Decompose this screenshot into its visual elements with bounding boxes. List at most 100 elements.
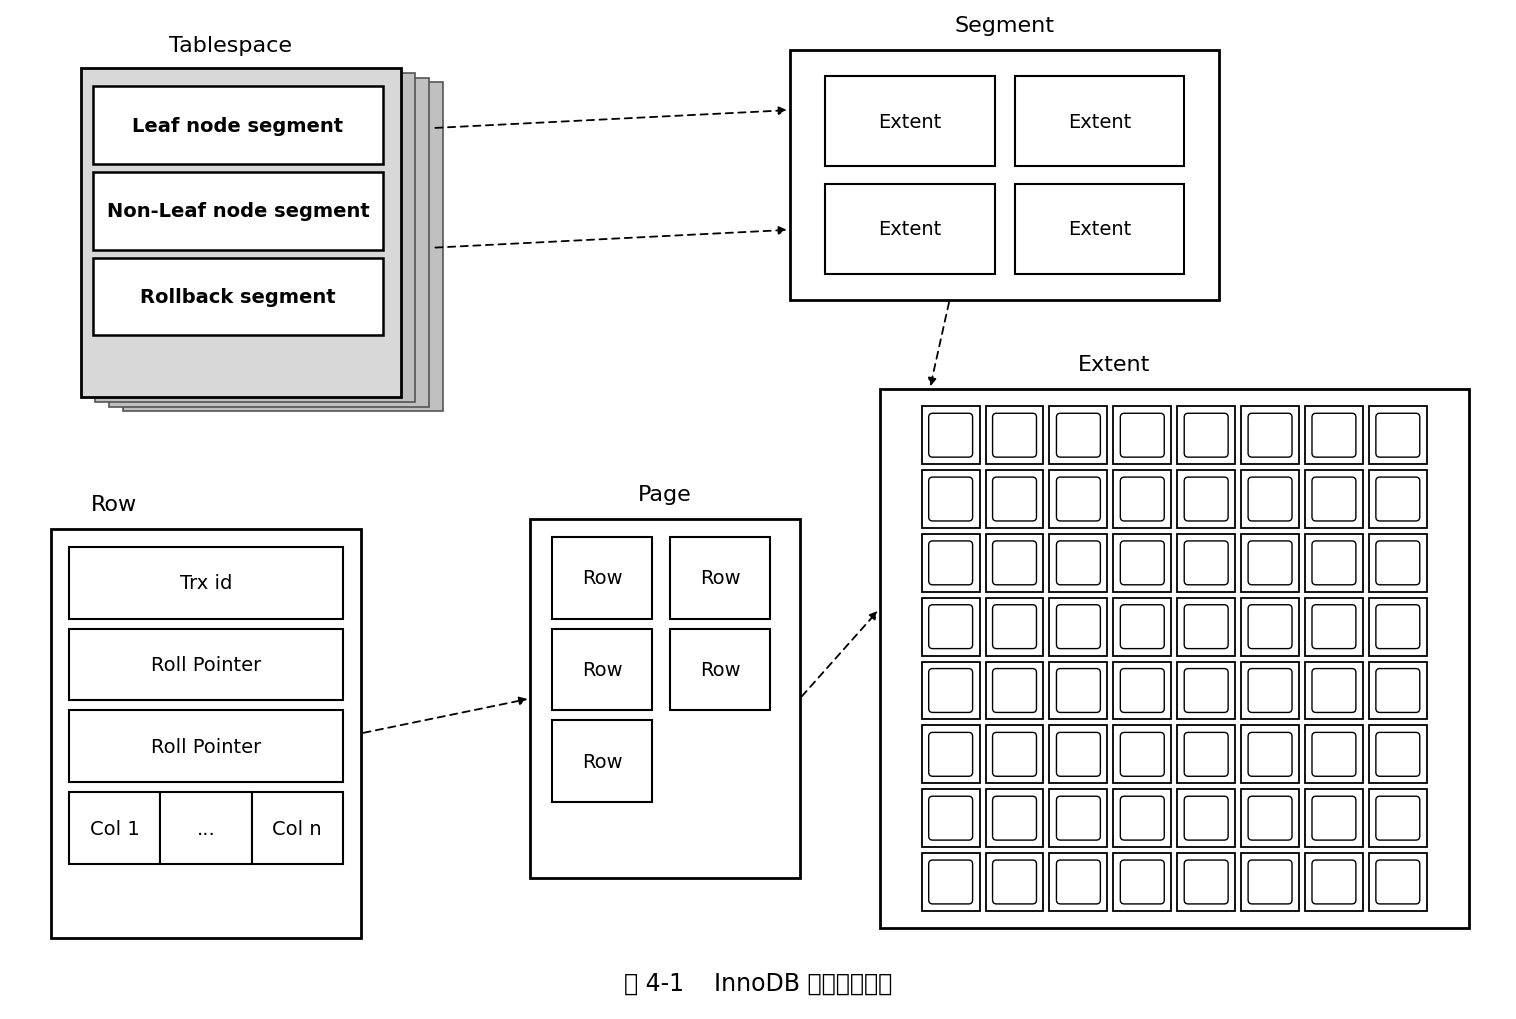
Bar bbox=[1369, 598, 1427, 656]
FancyBboxPatch shape bbox=[1377, 797, 1420, 841]
FancyBboxPatch shape bbox=[993, 541, 1037, 585]
Text: Tablespace: Tablespace bbox=[170, 37, 293, 56]
Bar bbox=[70, 710, 343, 783]
FancyBboxPatch shape bbox=[993, 797, 1037, 841]
Text: Row: Row bbox=[700, 569, 740, 588]
Bar bbox=[1242, 853, 1299, 911]
FancyBboxPatch shape bbox=[929, 478, 973, 522]
FancyBboxPatch shape bbox=[1184, 797, 1228, 841]
Bar bbox=[1178, 534, 1236, 592]
Bar bbox=[1049, 726, 1107, 784]
FancyBboxPatch shape bbox=[929, 733, 973, 776]
Text: Rollback segment: Rollback segment bbox=[139, 287, 335, 307]
Text: Row: Row bbox=[582, 569, 623, 588]
Bar bbox=[52, 530, 361, 937]
FancyBboxPatch shape bbox=[1057, 860, 1101, 904]
FancyBboxPatch shape bbox=[1184, 668, 1228, 712]
FancyBboxPatch shape bbox=[993, 860, 1037, 904]
Bar bbox=[1305, 598, 1363, 656]
Bar bbox=[1113, 853, 1172, 911]
FancyBboxPatch shape bbox=[1311, 414, 1355, 458]
FancyBboxPatch shape bbox=[1120, 541, 1164, 585]
Bar bbox=[1178, 790, 1236, 847]
Bar bbox=[1014, 77, 1184, 167]
FancyBboxPatch shape bbox=[1057, 541, 1101, 585]
Bar bbox=[552, 537, 652, 620]
FancyBboxPatch shape bbox=[1184, 478, 1228, 522]
FancyBboxPatch shape bbox=[1377, 860, 1420, 904]
Bar bbox=[1113, 407, 1172, 465]
FancyBboxPatch shape bbox=[993, 668, 1037, 712]
Bar bbox=[1178, 726, 1236, 784]
Bar bbox=[1178, 407, 1236, 465]
Bar bbox=[1049, 790, 1107, 847]
Text: Non-Leaf node segment: Non-Leaf node segment bbox=[106, 202, 370, 221]
Bar bbox=[109, 79, 429, 408]
FancyBboxPatch shape bbox=[1248, 414, 1292, 458]
Bar bbox=[1049, 598, 1107, 656]
Bar bbox=[1305, 471, 1363, 529]
Bar bbox=[1113, 662, 1172, 719]
Bar bbox=[1242, 471, 1299, 529]
FancyBboxPatch shape bbox=[1120, 478, 1164, 522]
FancyBboxPatch shape bbox=[993, 605, 1037, 649]
Bar bbox=[1242, 790, 1299, 847]
FancyBboxPatch shape bbox=[1057, 668, 1101, 712]
Bar bbox=[1242, 598, 1299, 656]
Bar bbox=[1049, 534, 1107, 592]
Bar bbox=[1049, 662, 1107, 719]
Bar bbox=[790, 51, 1219, 301]
Bar bbox=[985, 471, 1043, 529]
Bar bbox=[985, 853, 1043, 911]
FancyBboxPatch shape bbox=[1248, 668, 1292, 712]
FancyBboxPatch shape bbox=[1184, 733, 1228, 776]
FancyBboxPatch shape bbox=[929, 541, 973, 585]
Bar bbox=[70, 629, 343, 701]
FancyBboxPatch shape bbox=[1311, 605, 1355, 649]
FancyBboxPatch shape bbox=[1311, 478, 1355, 522]
Bar bbox=[922, 598, 979, 656]
Bar bbox=[825, 184, 994, 274]
FancyBboxPatch shape bbox=[1248, 733, 1292, 776]
FancyBboxPatch shape bbox=[1377, 668, 1420, 712]
Bar bbox=[922, 534, 979, 592]
FancyBboxPatch shape bbox=[1120, 414, 1164, 458]
Bar bbox=[1242, 726, 1299, 784]
Bar bbox=[1369, 407, 1427, 465]
Bar bbox=[1305, 726, 1363, 784]
FancyBboxPatch shape bbox=[1311, 860, 1355, 904]
FancyBboxPatch shape bbox=[993, 414, 1037, 458]
Bar bbox=[1369, 853, 1427, 911]
Bar bbox=[96, 74, 415, 403]
Bar bbox=[1113, 471, 1172, 529]
Text: Leaf node segment: Leaf node segment bbox=[132, 116, 344, 136]
Bar bbox=[252, 793, 343, 864]
Bar bbox=[1305, 534, 1363, 592]
Bar bbox=[922, 726, 979, 784]
Bar bbox=[70, 793, 161, 864]
Bar bbox=[985, 790, 1043, 847]
Bar bbox=[552, 720, 652, 802]
FancyBboxPatch shape bbox=[1311, 797, 1355, 841]
Bar bbox=[670, 537, 770, 620]
Bar bbox=[70, 547, 343, 620]
Text: Roll Pointer: Roll Pointer bbox=[152, 655, 261, 675]
Bar bbox=[161, 793, 252, 864]
Text: Col n: Col n bbox=[273, 819, 321, 838]
FancyBboxPatch shape bbox=[929, 605, 973, 649]
FancyBboxPatch shape bbox=[1311, 541, 1355, 585]
Bar bbox=[1178, 853, 1236, 911]
FancyBboxPatch shape bbox=[1377, 478, 1420, 522]
Bar bbox=[1113, 790, 1172, 847]
Bar bbox=[985, 598, 1043, 656]
Bar bbox=[1305, 853, 1363, 911]
FancyBboxPatch shape bbox=[1057, 797, 1101, 841]
Text: Row: Row bbox=[91, 494, 138, 515]
FancyBboxPatch shape bbox=[1248, 860, 1292, 904]
Bar bbox=[1305, 662, 1363, 719]
Bar bbox=[92, 173, 382, 251]
FancyBboxPatch shape bbox=[1377, 733, 1420, 776]
Bar bbox=[1369, 471, 1427, 529]
Bar bbox=[1178, 598, 1236, 656]
Bar bbox=[985, 407, 1043, 465]
